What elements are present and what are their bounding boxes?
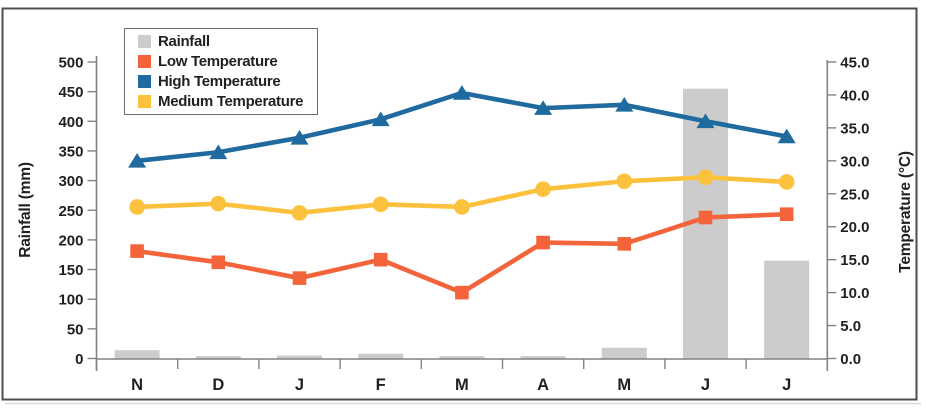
legend-label: Medium Temperature: [158, 92, 304, 110]
medium-temperature-marker: [535, 181, 551, 197]
left-axis-tick-label: 500: [58, 55, 83, 72]
rainfall-swatch-icon: [138, 35, 151, 49]
high-temperature-marker: [534, 100, 553, 115]
low-temperature-marker: [536, 235, 550, 250]
rainfall-bar: [114, 350, 160, 359]
month-label: D: [212, 376, 224, 394]
low-temperature-marker: [292, 271, 307, 285]
left-axis-tick-label: 100: [58, 292, 83, 309]
rainfall-bar: [764, 260, 810, 359]
low-temperature-marker: [698, 210, 713, 225]
left-axis-tick-label: 350: [58, 143, 83, 160]
rainfall-bar: [520, 356, 566, 359]
right-axis-tick-label: 40.0: [840, 87, 869, 104]
medium-temperature-marker: [210, 195, 227, 212]
legend-label: Low Temperature: [158, 53, 278, 71]
month-label: M: [455, 376, 469, 394]
left-axis-tick-label: 200: [58, 232, 83, 249]
low-temperature-swatch-icon: [138, 55, 151, 69]
month-label: M: [617, 376, 631, 394]
right-axis-tick-label: 0.0: [840, 351, 861, 368]
high-temperature-marker: [696, 113, 715, 129]
right-axis-tick-label: 15.0: [840, 252, 869, 269]
medium-temperature-marker: [454, 199, 470, 215]
right-axis-tick-label: 30.0: [840, 153, 869, 170]
month-label: F: [376, 376, 386, 394]
medium-temperature-marker: [129, 199, 145, 215]
high-temperature-marker: [290, 129, 309, 145]
rainfall-bar: [277, 355, 322, 359]
low-temperature-marker: [617, 237, 632, 251]
month-label: N: [131, 376, 143, 394]
figure-border: [1, 7, 918, 401]
left-axis-tick-label: 50: [67, 321, 84, 338]
legend-label: Rainfall: [158, 33, 210, 51]
right-axis-tick-label: 20.0: [840, 219, 869, 236]
medium-temperature-marker: [291, 205, 308, 221]
rainfall-bar: [358, 353, 404, 359]
legend-label: High Temperature: [158, 72, 281, 90]
month-label: A: [537, 376, 549, 394]
medium-temperature-marker: [616, 173, 633, 190]
high-temperature-marker: [452, 85, 471, 100]
left-axis-tick-label: 150: [58, 262, 83, 279]
medium-temperature-marker: [372, 196, 389, 213]
high-temperature-marker: [371, 111, 390, 127]
high-temperature-swatch-icon: [138, 74, 151, 88]
left-axis-tick-label: 250: [58, 203, 83, 220]
left-axis-tick-label: 450: [58, 84, 83, 101]
month-label: J: [782, 376, 791, 394]
legend-item-high-temperature: High Temperature: [138, 72, 317, 91]
right-axis-tick-label: 35.0: [840, 120, 869, 137]
right-axis-tick-label: 5.0: [840, 318, 861, 335]
right-axis-tick-label: 10.0: [840, 285, 869, 302]
high-temperature-marker: [128, 153, 147, 168]
low-temperature-marker: [211, 255, 226, 270]
rainfall-bar: [601, 347, 647, 359]
legend-item-low-temperature: Low Temperature: [138, 52, 317, 71]
high-temperature-marker: [777, 128, 796, 144]
low-temperature-marker: [455, 285, 469, 300]
left-axis-tick-label: 0: [75, 351, 83, 368]
month-label: J: [701, 376, 710, 394]
legend-item-medium-temperature: Medium Temperature: [138, 92, 317, 111]
right-axis-title: Temperature (°C): [897, 151, 914, 273]
right-axis-tick-label: 25.0: [840, 186, 869, 203]
legend-box: Rainfall Low Temperature High Temperatur…: [124, 28, 318, 115]
rainfall-bar: [439, 356, 485, 359]
legend-item-rainfall: Rainfall: [138, 32, 317, 51]
rainfall-bar: [195, 356, 241, 359]
high-temperature-marker: [615, 97, 634, 112]
high-temperature-marker: [209, 144, 228, 160]
left-axis-tick-label: 400: [58, 114, 83, 131]
low-temperature-marker: [779, 207, 794, 222]
medium-temperature-swatch-icon: [138, 94, 151, 108]
medium-temperature-marker: [697, 169, 714, 186]
month-label: J: [295, 376, 304, 394]
low-temperature-marker: [130, 244, 144, 258]
medium-temperature-marker: [778, 174, 795, 190]
right-axis-tick-label: 45.0: [840, 55, 869, 72]
low-temperature-marker: [373, 252, 388, 267]
left-axis-tick-label: 300: [58, 173, 83, 190]
left-axis-title: Rainfall (mm): [17, 162, 34, 258]
